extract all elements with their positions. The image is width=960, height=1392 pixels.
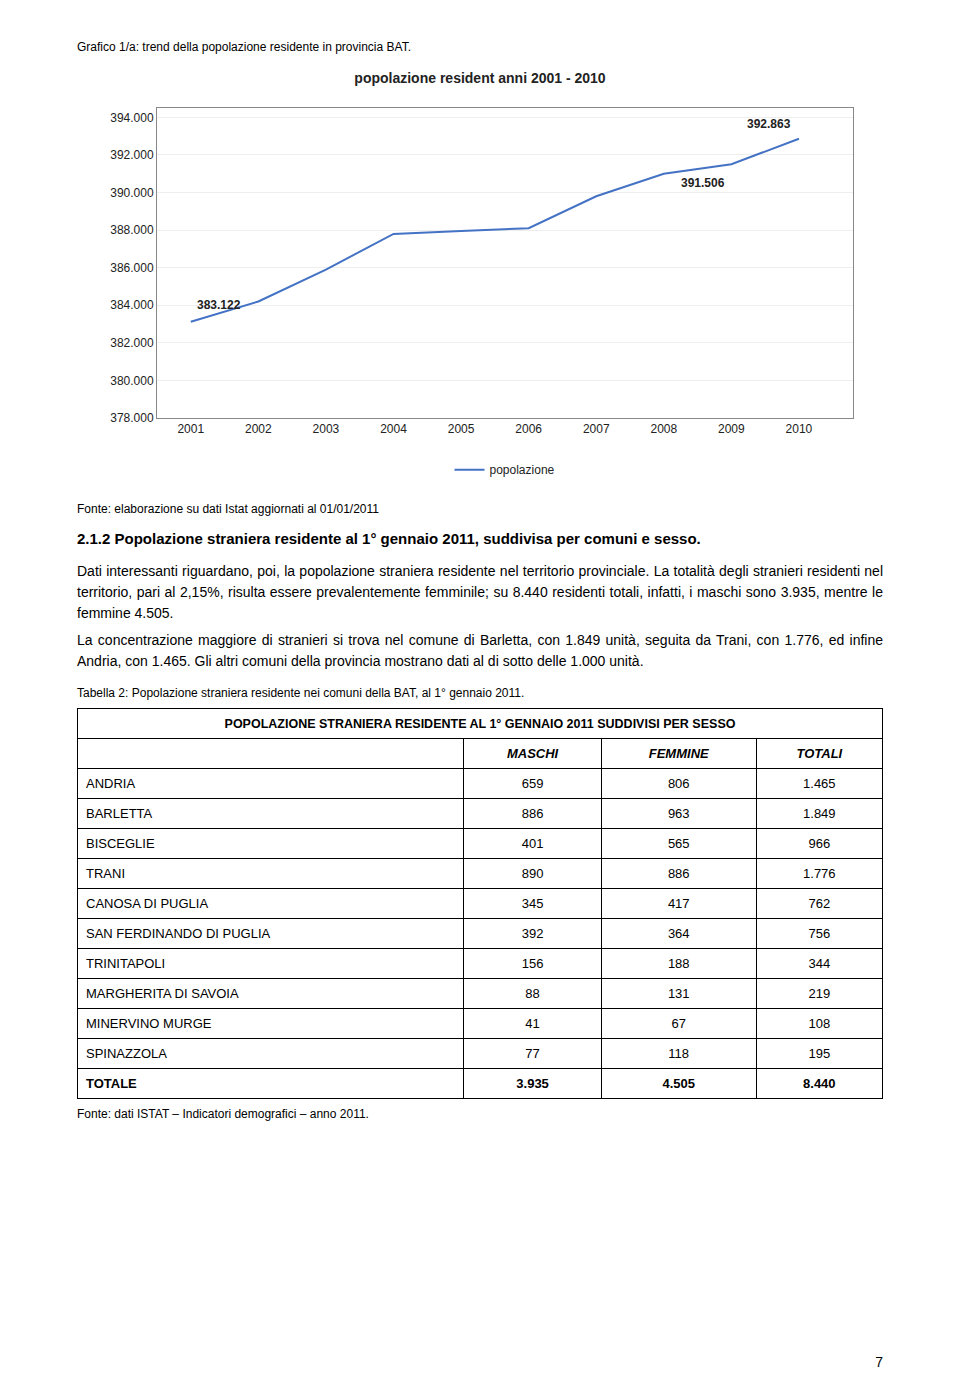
html-text:SAN FERDINANDO DI PUGLIA: SAN FERDINANDO DI PUGLIA [86,926,271,941]
svg-text:2010: 2010 [786,422,813,436]
html-text:7: 7 [875,1354,883,1370]
html-text:TRANI: TRANI [86,866,125,881]
svg-text:380.000: 380.000 [110,374,154,388]
html-text:886: 886 [521,806,544,821]
html-text:4.505: 4.505 [662,1076,695,1091]
html-text:131: 131 [667,986,690,1001]
svg-text:2003: 2003 [313,422,340,436]
html-text:3.935: 3.935 [516,1076,549,1091]
html-text:118: 118 [668,1046,690,1061]
html-text:345: 345 [521,896,544,911]
html-text:41: 41 [525,1016,540,1031]
html-text:CANOSA DI PUGLIA: CANOSA DI PUGLIA [86,896,209,911]
html-text:364: 364 [667,926,690,941]
html-text:Grafico 1/a: trend della popol: Grafico 1/a: trend della popolazione res… [77,40,411,54]
svg-text:2005: 2005 [448,422,475,436]
svg-text:2006: 2006 [515,422,542,436]
html-text:392: 392 [521,926,544,941]
svg-text:378.000: 378.000 [110,411,154,425]
svg-text:383.122: 383.122 [197,298,241,312]
html-text:659: 659 [521,776,544,791]
svg-text:popolazione: popolazione [490,463,555,477]
html-text:966: 966 [808,836,831,851]
html-text:1.776: 1.776 [803,866,836,881]
html-text:806: 806 [667,776,690,791]
svg-text:388.000: 388.000 [110,223,154,237]
html-text:565: 565 [667,836,690,851]
html-text:88: 88 [525,986,540,1001]
svg-text:392.000: 392.000 [110,148,154,162]
svg-text:2001: 2001 [177,422,204,436]
svg-text:386.000: 386.000 [110,261,154,275]
html-text:SPINAZZOLA: SPINAZZOLA [86,1046,167,1061]
svg-text:2002: 2002 [245,422,272,436]
html-text:Fonte: dati ISTAT – Indicatori: Fonte: dati ISTAT – Indicatori demografi… [77,1107,369,1121]
html-text:TOTALE: TOTALE [86,1076,137,1091]
svg-text:2008: 2008 [650,422,677,436]
svg-text:384.000: 384.000 [110,298,154,312]
html-text:1.849: 1.849 [803,806,836,821]
html-text:756: 756 [808,926,831,941]
html-text:963: 963 [667,806,690,821]
html-text:401: 401 [521,836,544,851]
html-text:POPOLAZIONE STRANIERA RESIDENT: POPOLAZIONE STRANIERA RESIDENTE AL 1° GE… [224,716,736,731]
html-text:886: 886 [667,866,690,881]
svg-text:popolazione resident anni 2001: popolazione resident anni 2001 - 2010 [354,70,606,86]
html-text:TOTALI: TOTALI [796,746,843,761]
html-text:219: 219 [808,986,831,1001]
html-text:195: 195 [808,1046,831,1061]
html-text:2.1.2 Popolazione straniera re: 2.1.2 Popolazione straniera residente al… [77,530,701,547]
html-text:BARLETTA: BARLETTA [86,806,153,821]
svg-text:2004: 2004 [380,422,407,436]
html-text:77: 77 [525,1046,540,1061]
html-text:Fonte: elaborazione su dati Is: Fonte: elaborazione su dati Istat aggior… [77,502,379,516]
html-text:344: 344 [808,956,831,971]
html-text:MASCHI: MASCHI [507,746,559,761]
html-text:762: 762 [808,896,831,911]
html-text:890: 890 [521,866,544,881]
html-text:MINERVINO MURGE: MINERVINO MURGE [86,1016,212,1031]
html-text:FEMMINE: FEMMINE [648,746,709,761]
svg-text:390.000: 390.000 [110,186,154,200]
svg-text:392.863: 392.863 [747,117,791,131]
svg-text:382.000: 382.000 [110,336,154,350]
html-text:1.465: 1.465 [803,776,836,791]
svg-text:2009: 2009 [718,422,745,436]
svg-text:391.506: 391.506 [681,176,725,190]
svg-text:2007: 2007 [583,422,610,436]
html-text:108: 108 [808,1016,831,1031]
html-text:Dati interessanti riguardano,: Dati interessanti riguardano, poi, la po… [77,563,883,621]
html-text:8.440: 8.440 [803,1076,836,1091]
html-text:417: 417 [667,896,690,911]
html-text:La concentrazione maggiore di: La concentrazione maggiore di stranieri … [77,632,883,669]
html-text:TRINITAPOLI: TRINITAPOLI [86,956,166,971]
html-text:156: 156 [521,956,544,971]
svg-text:394.000: 394.000 [110,111,154,125]
html-text:188: 188 [667,956,690,971]
html-text:MARGHERITA DI SAVOIA: MARGHERITA DI SAVOIA [86,986,239,1001]
html-text:67: 67 [671,1016,686,1031]
html-text:Tabella 2: Popolazione stranie: Tabella 2: Popolazione straniera residen… [77,686,525,700]
html-text:ANDRIA: ANDRIA [86,776,136,791]
html-text:BISCEGLIE: BISCEGLIE [86,836,155,851]
